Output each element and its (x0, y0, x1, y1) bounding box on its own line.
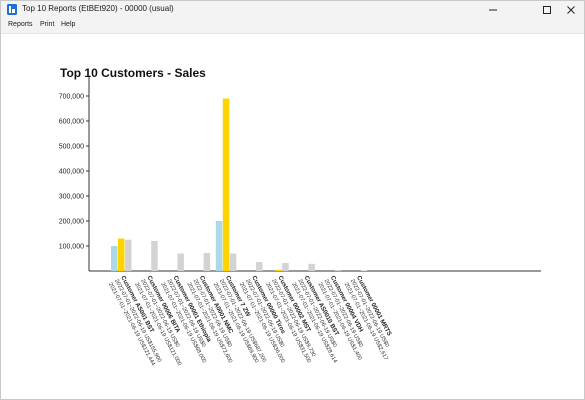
window-title: Top 10 Reports (EtBEt920) - 00000 (usual… (22, 4, 174, 13)
bar (229, 253, 237, 271)
bar (256, 262, 263, 271)
y-tick-label: 400,000 (59, 169, 84, 176)
y-tick-label: 100,000 (59, 244, 84, 251)
bar (222, 98, 230, 271)
menu-help[interactable]: Help (61, 21, 76, 28)
y-tick-label: 200,000 (59, 219, 84, 226)
chart-title: Top 10 Customers - Sales (60, 66, 206, 80)
app-icon (7, 4, 17, 15)
bar (118, 238, 125, 271)
bar (151, 241, 158, 271)
y-tick-label: 700,000 (59, 94, 84, 101)
menu-reports[interactable]: Reports (8, 21, 33, 28)
bar (275, 269, 282, 271)
minimize-button[interactable] (480, 1, 506, 18)
menu-bar: Reports Print Help (1, 18, 584, 34)
title-bar[interactable]: Top 10 Reports (EtBEt920) - 00000 (usual… (1, 1, 584, 18)
close-icon (567, 5, 575, 14)
bar (282, 263, 289, 271)
y-tick-label: 300,000 (59, 194, 84, 201)
menu-print[interactable]: Print (40, 21, 55, 28)
bar (215, 221, 223, 271)
y-tick-label: 500,000 (59, 144, 84, 151)
bar (203, 253, 211, 271)
bar (111, 246, 118, 271)
bar (360, 270, 368, 271)
bar (177, 253, 184, 271)
maximize-icon (543, 5, 551, 14)
bar (308, 263, 315, 271)
minimize-icon (489, 9, 497, 10)
maximize-button[interactable] (534, 1, 560, 18)
close-button[interactable] (558, 1, 584, 18)
y-tick-label: 600,000 (59, 119, 84, 126)
bar (125, 239, 132, 271)
